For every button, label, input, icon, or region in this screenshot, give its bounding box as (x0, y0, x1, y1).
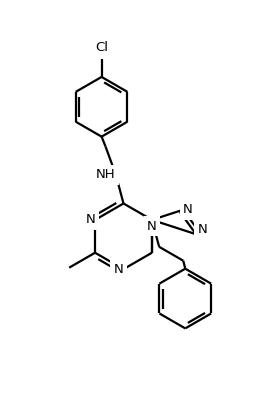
Text: NH: NH (96, 168, 116, 181)
Text: N: N (198, 223, 207, 236)
Text: Cl: Cl (95, 41, 108, 54)
Text: N: N (183, 203, 193, 216)
Text: N: N (147, 220, 157, 233)
Text: N: N (85, 213, 95, 226)
Text: N: N (114, 263, 123, 276)
